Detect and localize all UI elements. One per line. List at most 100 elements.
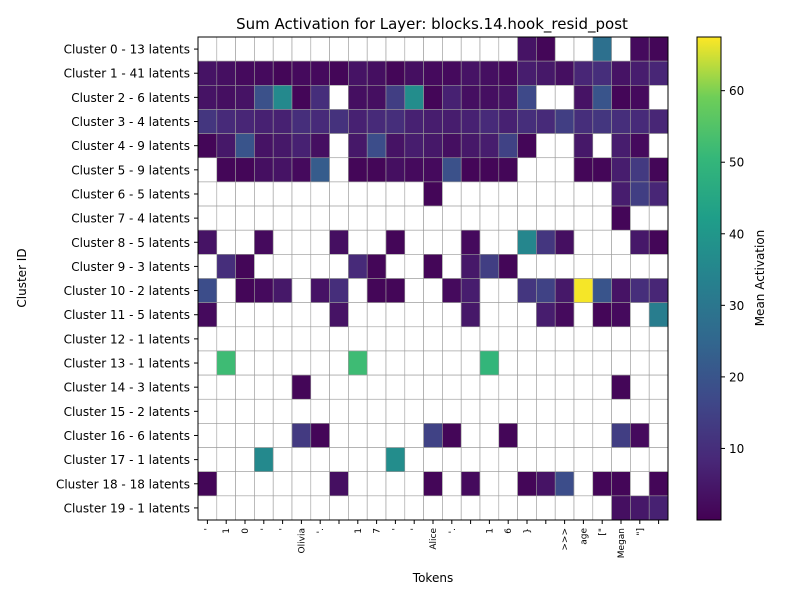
- heatmap-cell: [536, 60, 556, 86]
- heatmap-cell: [554, 181, 575, 207]
- heatmap-cell: [385, 350, 406, 376]
- column-label: ': [391, 528, 401, 530]
- heatmap-cell: [517, 495, 537, 521]
- heatmap-cell: [423, 254, 443, 279]
- row-label: Cluster 10 - 2 latents: [64, 284, 190, 298]
- heatmap-cell: [291, 374, 312, 400]
- column-label: ': [279, 528, 289, 530]
- heatmap-cell: [348, 109, 368, 134]
- heatmap-cell: [235, 133, 255, 159]
- heatmap-cell: [197, 302, 218, 328]
- row-label: Cluster 1 - 41 latents: [64, 67, 190, 81]
- colorbar-tick-label: 50: [729, 156, 744, 170]
- heatmap-cell: [460, 229, 481, 255]
- heatmap-cell: [648, 278, 669, 303]
- heatmap-cell: [423, 447, 443, 472]
- heatmap-cell: [592, 205, 612, 231]
- heatmap-cell: [385, 423, 406, 448]
- heatmap-cell: [592, 181, 612, 207]
- heatmap-cell: [254, 398, 274, 424]
- heatmap-cell: [291, 495, 312, 521]
- heatmap-cell: [235, 85, 255, 110]
- heatmap-cell: [536, 326, 556, 352]
- heatmap-cell: [460, 181, 481, 207]
- heatmap-cell: [536, 374, 556, 400]
- heatmap-cell: [385, 398, 406, 424]
- heatmap-cell: [216, 350, 236, 376]
- heatmap-cell: [366, 181, 387, 207]
- heatmap-cell: [573, 133, 594, 159]
- heatmap-cell: [254, 205, 274, 231]
- heatmap-cell: [554, 229, 575, 255]
- heatmap-cell: [498, 278, 518, 303]
- heatmap-cell: [554, 205, 575, 231]
- heatmap-cell: [366, 278, 387, 303]
- heatmap-cell: [517, 60, 537, 86]
- heatmap-cell: [611, 447, 631, 472]
- heatmap-cell: [348, 495, 368, 521]
- heatmap-cell: [348, 133, 368, 159]
- heatmap-cell: [329, 326, 349, 352]
- heatmap-cell: [291, 423, 312, 448]
- heatmap-cell: [291, 302, 312, 328]
- heatmap-cell: [498, 109, 518, 134]
- heatmap-cell: [423, 278, 443, 303]
- x-axis-label: Tokens: [412, 571, 453, 585]
- heatmap-cell: [254, 278, 274, 303]
- heatmap-cell: [554, 447, 575, 472]
- heatmap-cell: [630, 278, 650, 303]
- heatmap-cell: [479, 278, 500, 303]
- heatmap-cell: [630, 133, 650, 159]
- heatmap-cell: [592, 447, 612, 472]
- heatmap-cell: [235, 157, 255, 183]
- heatmap-cell: [197, 60, 218, 86]
- heatmap-cell: [573, 60, 594, 86]
- heatmap-cell: [348, 398, 368, 424]
- heatmap-cell: [536, 109, 556, 134]
- heatmap-cell: [536, 205, 556, 231]
- heatmap-cell: [291, 36, 312, 62]
- heatmap-cell: [479, 495, 500, 521]
- heatmap-cell: [442, 36, 462, 62]
- heatmap-cell: [216, 36, 236, 62]
- heatmap-cell: [442, 60, 462, 86]
- heatmap-cell: [442, 350, 462, 376]
- heatmap-cell: [272, 205, 293, 231]
- colorbar-tick-label: 60: [729, 84, 744, 98]
- heatmap-cell: [517, 374, 537, 400]
- heatmap-cell: [479, 60, 500, 86]
- heatmap-cell: [460, 398, 481, 424]
- heatmap-cell: [348, 181, 368, 207]
- heatmap-cell: [479, 423, 500, 448]
- heatmap-cell: [498, 36, 518, 62]
- column-label: age: [579, 528, 589, 545]
- heatmap-cell: [254, 157, 274, 183]
- heatmap-cell: [517, 205, 537, 231]
- column-label: ': [410, 528, 420, 530]
- heatmap-cell: [630, 229, 650, 255]
- column-label: [": [598, 528, 608, 536]
- heatmap-cell: [554, 302, 575, 328]
- heatmap-cell: [235, 302, 255, 328]
- heatmap-cell: [291, 229, 312, 255]
- column-label: '.: [448, 528, 458, 533]
- heatmap-cell: [630, 109, 650, 134]
- row-label: Cluster 18 - 18 latents: [56, 477, 190, 491]
- heatmap-cell: [216, 133, 236, 159]
- heatmap-cell: [348, 205, 368, 231]
- heatmap-cell: [385, 302, 406, 328]
- heatmap-cell: [216, 205, 236, 231]
- heatmap-cell: [573, 350, 594, 376]
- heatmap-cell: [291, 133, 312, 159]
- heatmap-cell: [385, 85, 406, 110]
- heatmap-cell: [611, 374, 631, 400]
- heatmap-cell: [310, 109, 330, 134]
- heatmap-cell: [573, 471, 594, 497]
- heatmap-cell: [310, 302, 330, 328]
- colorbar-tick-label: 10: [729, 442, 744, 456]
- heatmap-cell: [423, 205, 443, 231]
- colorbar-tick-label: 40: [729, 227, 744, 241]
- heatmap-cell: [404, 133, 424, 159]
- heatmap-cell: [498, 495, 518, 521]
- heatmap-cell: [573, 109, 594, 134]
